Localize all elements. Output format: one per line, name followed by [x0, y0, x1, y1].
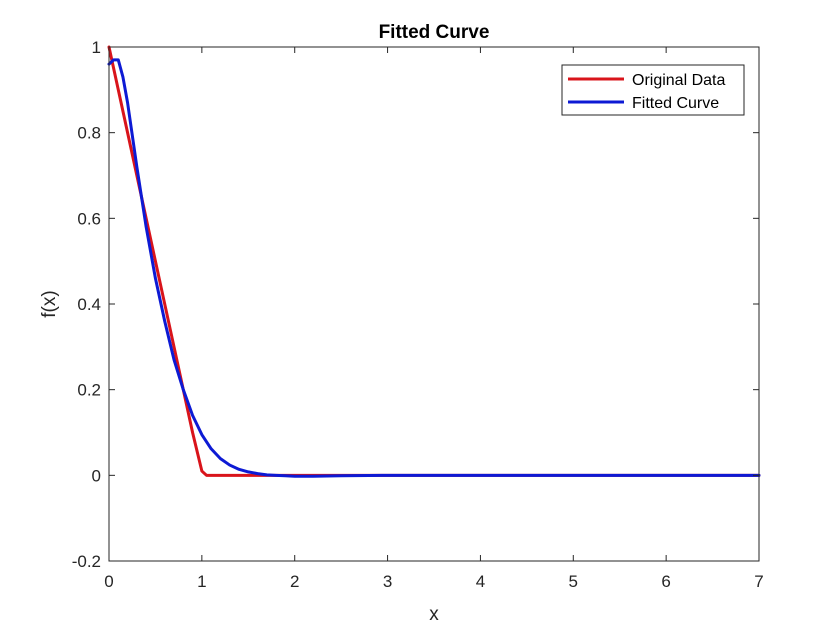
y-tick-label: 0.8 — [77, 124, 101, 143]
x-tick-label: 4 — [476, 572, 485, 591]
y-tick-label: 0.2 — [77, 381, 101, 400]
x-tick-label: 1 — [197, 572, 206, 591]
legend-label-original-data: Original Data — [632, 72, 725, 89]
x-tick-label: 0 — [104, 572, 113, 591]
y-tick-label: 0 — [92, 466, 101, 485]
y-axis-label: f(x) — [39, 290, 60, 317]
legend-box — [561, 64, 745, 116]
legend-label-fitted-curve: Fitted Curve — [632, 95, 719, 112]
series-line-fitted-curve — [107, 58, 761, 478]
legend: Original Data Fitted Curve — [561, 64, 745, 116]
y-tick-label: 0.6 — [77, 209, 101, 228]
x-axis-label: x — [429, 604, 439, 625]
x-tick-label: 7 — [754, 572, 763, 591]
x-ticks: 0 1 2 3 4 5 6 7 — [104, 47, 764, 591]
y-tick-label: -0.2 — [72, 552, 101, 571]
y-ticks: -0.2 0 0.2 0.4 0.6 0.8 1 — [72, 38, 759, 571]
curves — [107, 45, 761, 478]
x-tick-label: 2 — [290, 572, 299, 591]
y-tick-label: 0.4 — [77, 295, 101, 314]
chart-title: Fitted Curve — [379, 22, 490, 43]
x-tick-label: 6 — [661, 572, 670, 591]
x-tick-label: 5 — [569, 572, 578, 591]
y-tick-label: 1 — [92, 38, 101, 57]
x-tick-label: 3 — [383, 572, 392, 591]
plot-area — [109, 47, 759, 561]
